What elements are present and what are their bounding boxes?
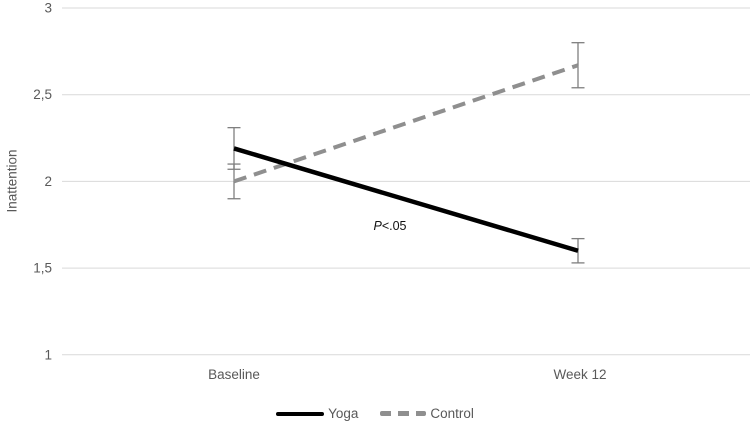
y-tick-label: 2 <box>44 174 52 189</box>
legend-label-yoga: Yoga <box>328 406 359 421</box>
x-tick-label-week12: Week 12 <box>553 367 607 382</box>
series-line-control <box>233 63 579 184</box>
y-axis-title: Inattention <box>4 149 20 213</box>
y-tick-label: 1,5 <box>33 261 52 276</box>
significance-annotation: P<.05 <box>373 219 406 233</box>
annotation-value: <.05 <box>381 219 407 233</box>
y-tick-label: 2,5 <box>33 87 52 102</box>
series-line-yoga <box>233 146 579 253</box>
yoga-line-swatch <box>276 411 325 416</box>
error-bar-yoga <box>571 237 585 264</box>
legend-item-control: Control <box>380 406 474 421</box>
legend-label-control: Control <box>430 406 474 421</box>
legend-item-yoga: Yoga <box>276 406 358 421</box>
y-tick-label: 3 <box>44 1 52 16</box>
y-tick-label: 1 <box>44 347 52 362</box>
x-tick-label-baseline: Baseline <box>208 367 260 382</box>
annotation-italic-p: P <box>373 219 382 233</box>
control-line-swatch <box>380 411 427 416</box>
legend: Yoga Control <box>0 406 750 421</box>
